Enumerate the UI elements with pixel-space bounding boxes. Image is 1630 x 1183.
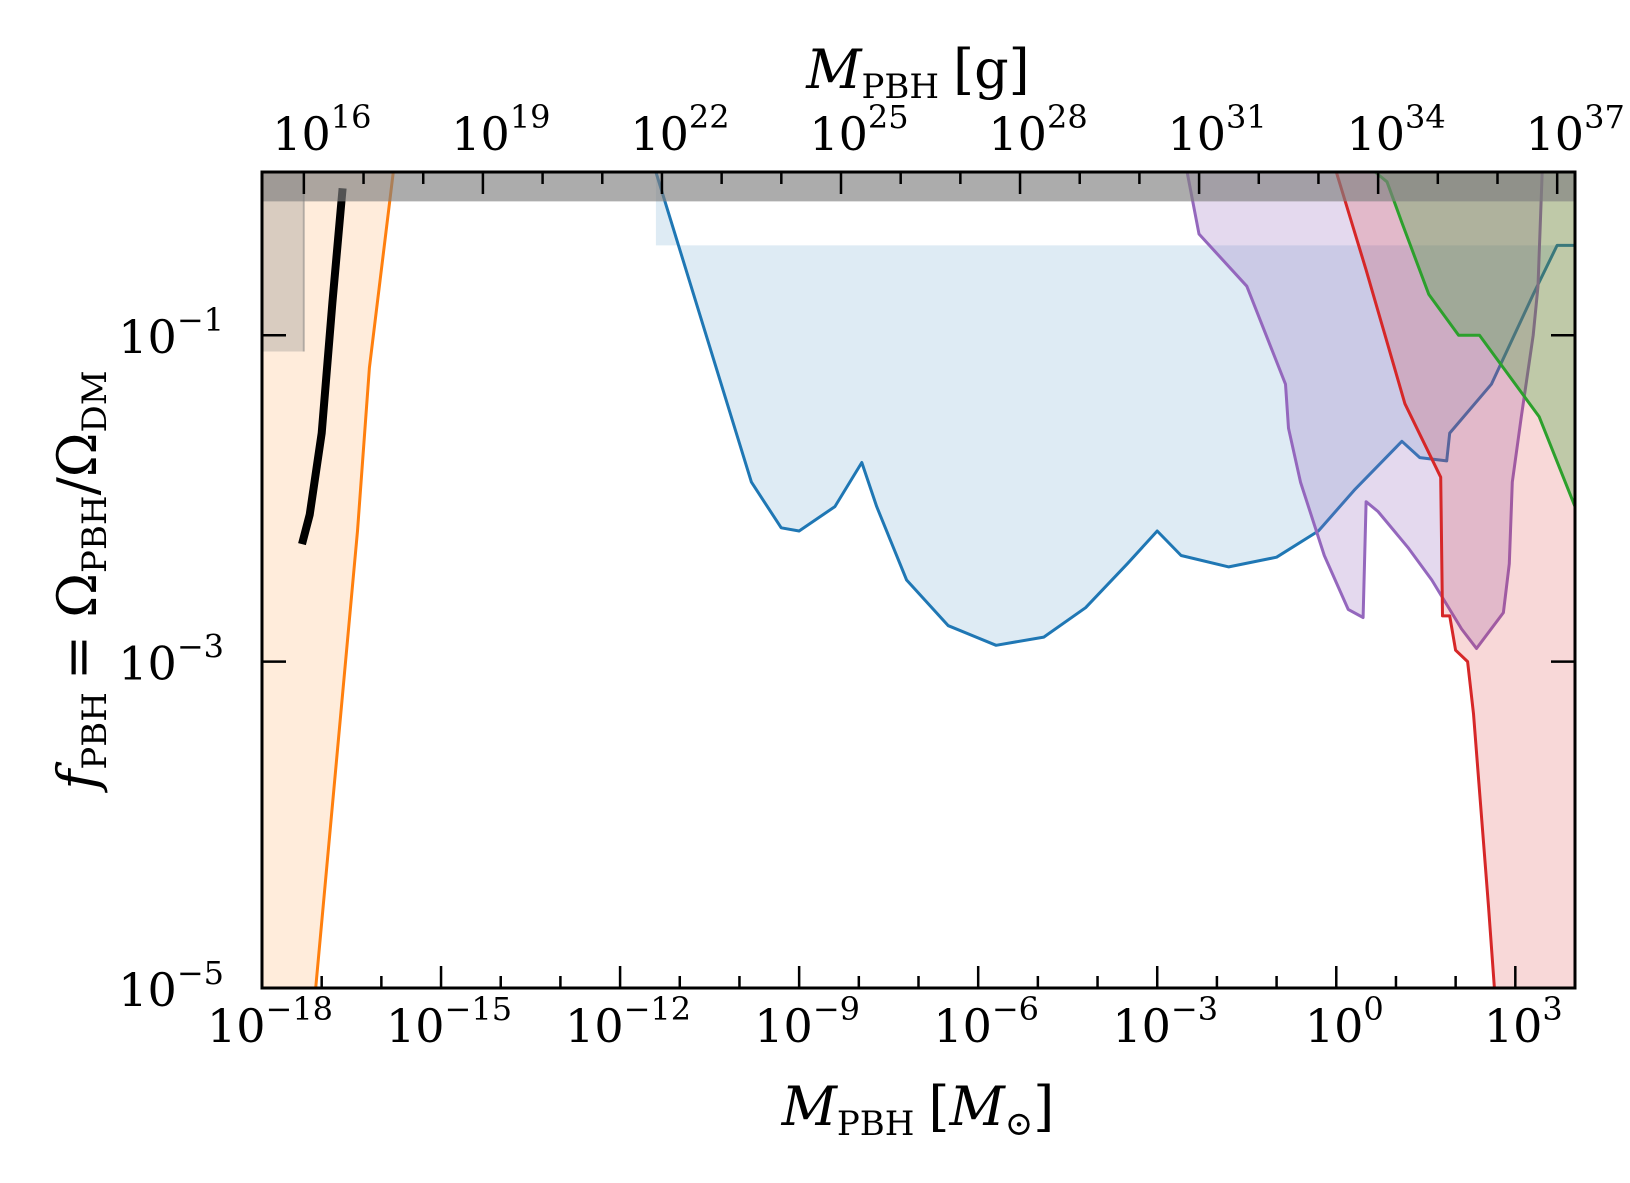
y-tick-label: 10−5	[118, 954, 224, 1017]
x2-tick-label: 1034	[1347, 98, 1446, 161]
x2-tick-label: 1031	[1167, 98, 1266, 161]
x-tick-label: 10−9	[754, 990, 860, 1053]
x2-tick-label: 1019	[451, 98, 550, 161]
x-tick-label: 10−18	[207, 990, 333, 1053]
series-green-fill	[1375, 172, 1575, 507]
y-tick-label: 10−1	[118, 301, 224, 364]
excluded-band	[262, 172, 1575, 202]
gray-band-layer	[262, 172, 1575, 202]
series-red-fill	[1336, 172, 1575, 988]
x2-tick-label: 1016	[272, 98, 371, 161]
x-tick-label: 10−15	[386, 990, 512, 1053]
series-orange-fill	[262, 172, 394, 988]
y-tick-label: 10−3	[118, 628, 224, 691]
series-purple-fill	[1187, 172, 1543, 649]
series-red-line	[1334, 172, 1575, 988]
x-tick-label: 103	[1484, 990, 1563, 1053]
x2-tick-label: 1037	[1526, 98, 1625, 161]
x-tick-label: 10−3	[1112, 990, 1218, 1053]
series-purple-line	[1185, 172, 1544, 650]
y-axis-label: fPBH= ΩPBH/ΩDM	[46, 370, 115, 793]
x2-axis-label: MPBH [g]	[805, 38, 1030, 107]
x-tick-label: 10−6	[933, 990, 1039, 1053]
x2-tick-label: 1025	[809, 98, 908, 161]
tick-label-layer: 10−18 10−15 10−12 10−9 10−6 10−3 100 103 1016 101…	[118, 98, 1625, 1053]
series-layer	[262, 172, 1575, 988]
x2-tick-label: 1028	[988, 98, 1087, 161]
tick-layer	[260, 172, 1577, 990]
x-axis-label: MPBH [M⊙]	[781, 1075, 1055, 1144]
series-black-line	[298, 187, 347, 546]
series-gray-fill	[262, 172, 304, 352]
series-blue-line	[654, 172, 1575, 647]
series-orange-line	[314, 172, 395, 988]
x-tick-label: 100	[1305, 990, 1384, 1053]
x-tick-label: 10−12	[565, 990, 691, 1053]
x2-tick-label: 1022	[630, 98, 729, 161]
